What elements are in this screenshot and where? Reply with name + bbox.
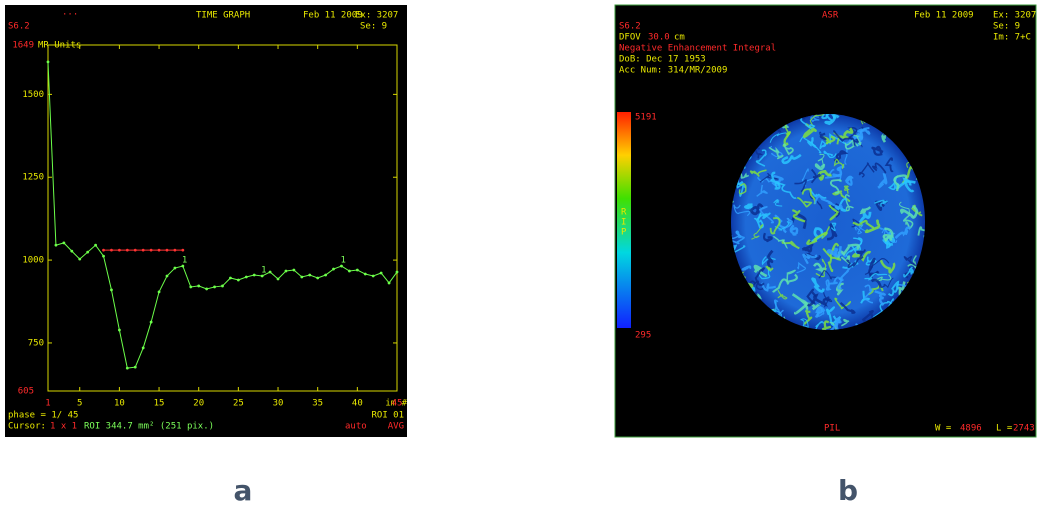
exam: Ex: 3207 bbox=[355, 11, 398, 21]
date: Feb 11 2009 bbox=[914, 11, 974, 21]
texture-stroke bbox=[826, 280, 829, 290]
level-label: L = bbox=[996, 424, 1013, 434]
bar-letter: P bbox=[621, 228, 627, 238]
y-tick-label: 1250 bbox=[22, 173, 44, 183]
bar-max: 5191 bbox=[635, 113, 657, 123]
bar-letter: R bbox=[621, 208, 627, 218]
window-label: W = bbox=[935, 424, 952, 434]
series-number: Se: 9 bbox=[993, 22, 1020, 32]
y-tick-label: 750 bbox=[28, 338, 44, 348]
y-tick-label: 1500 bbox=[22, 90, 44, 100]
dfov: DFOV bbox=[619, 33, 641, 43]
figure: ... TIME GRAPH Feb 11 2009 Ex: 3207 Se: … bbox=[0, 0, 1039, 506]
dfov-value: 30.0 bbox=[648, 33, 670, 43]
map-name: Negative Enhancement Integral bbox=[619, 44, 776, 54]
scanner: S6.2 bbox=[619, 22, 641, 32]
annotation: 1 bbox=[261, 265, 266, 275]
x-tick-label: 40 bbox=[352, 399, 363, 409]
series-number: Se: 9 bbox=[360, 22, 387, 32]
annotation: 1 bbox=[182, 256, 187, 266]
bar-min: 295 bbox=[635, 331, 651, 341]
bar-letter: I bbox=[621, 218, 626, 228]
caption: a bbox=[234, 474, 253, 506]
y-tick-label: 1000 bbox=[22, 256, 44, 266]
accession: Acc Num: 314/MR/2009 bbox=[619, 66, 727, 76]
level-value: 2743 bbox=[1013, 424, 1035, 434]
dfov-unit: cm bbox=[674, 33, 685, 43]
cursor-size: 1 x 1 bbox=[50, 422, 77, 432]
y-axis-label: MR Units bbox=[38, 41, 81, 51]
x-tick-label: 1 bbox=[45, 399, 50, 409]
stat: AVG bbox=[388, 422, 404, 432]
roi-id: ROI 01 bbox=[371, 411, 404, 421]
dob: DoB: Dec 17 1953 bbox=[619, 55, 706, 65]
mode: auto bbox=[345, 422, 367, 432]
roi-info: ROI 344.7 mm² (251 pix.) bbox=[84, 422, 214, 432]
cursor-label: Cursor: bbox=[8, 422, 46, 432]
chart-title: TIME GRAPH bbox=[196, 11, 250, 21]
y-tick-label: 1649 bbox=[12, 41, 34, 51]
x-tick-label: 5 bbox=[77, 399, 82, 409]
x-tick-label: 30 bbox=[273, 399, 284, 409]
window-value: 4896 bbox=[960, 424, 982, 434]
panel-a bbox=[5, 5, 407, 437]
x-tick-label: 10 bbox=[114, 399, 125, 409]
exam: Ex: 3207 bbox=[993, 11, 1036, 21]
bottom-orientation: PIL bbox=[824, 424, 840, 434]
x-tick-label: 20 bbox=[193, 399, 204, 409]
image-number: Im: 7+C bbox=[993, 33, 1031, 43]
header-dots: ... bbox=[62, 8, 78, 18]
x-tick-label: 25 bbox=[233, 399, 244, 409]
caption: b bbox=[838, 474, 858, 506]
orientation: ASR bbox=[822, 11, 839, 21]
annotation: 1 bbox=[340, 256, 345, 266]
date: Feb 11 2009 bbox=[303, 11, 363, 21]
phase: phase = 1/ 45 bbox=[8, 411, 78, 421]
x-tick-label: 15 bbox=[154, 399, 165, 409]
x-tick-label: 45 bbox=[392, 399, 403, 409]
y-tick-label: 605 bbox=[18, 387, 34, 397]
x-tick-label: 35 bbox=[312, 399, 323, 409]
scanner: S6.2 bbox=[8, 22, 30, 32]
